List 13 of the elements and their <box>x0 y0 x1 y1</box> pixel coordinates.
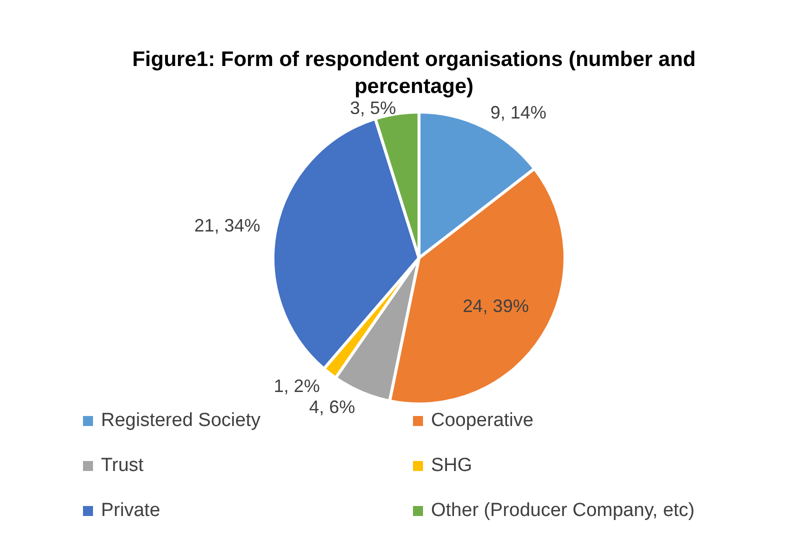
data-label: 21, 34% <box>194 215 260 236</box>
data-label: 9, 14% <box>490 102 546 123</box>
legend-label: Registered Society <box>101 410 260 432</box>
data-label: 4, 6% <box>309 396 356 417</box>
legend-label: Other (Producer Company, etc) <box>431 500 695 522</box>
chart-title: Figure1: Form of respondent organisations (number and percentage) <box>131 47 697 100</box>
legend-label: Cooperative <box>431 410 534 432</box>
data-label: 24, 39% <box>462 296 529 316</box>
legend-label: SHG <box>431 455 472 477</box>
legend-label: Private <box>101 500 160 522</box>
legend-label: Trust <box>101 455 144 477</box>
data-label: 1, 2% <box>274 376 320 396</box>
data-label: 3, 5% <box>350 98 396 118</box>
